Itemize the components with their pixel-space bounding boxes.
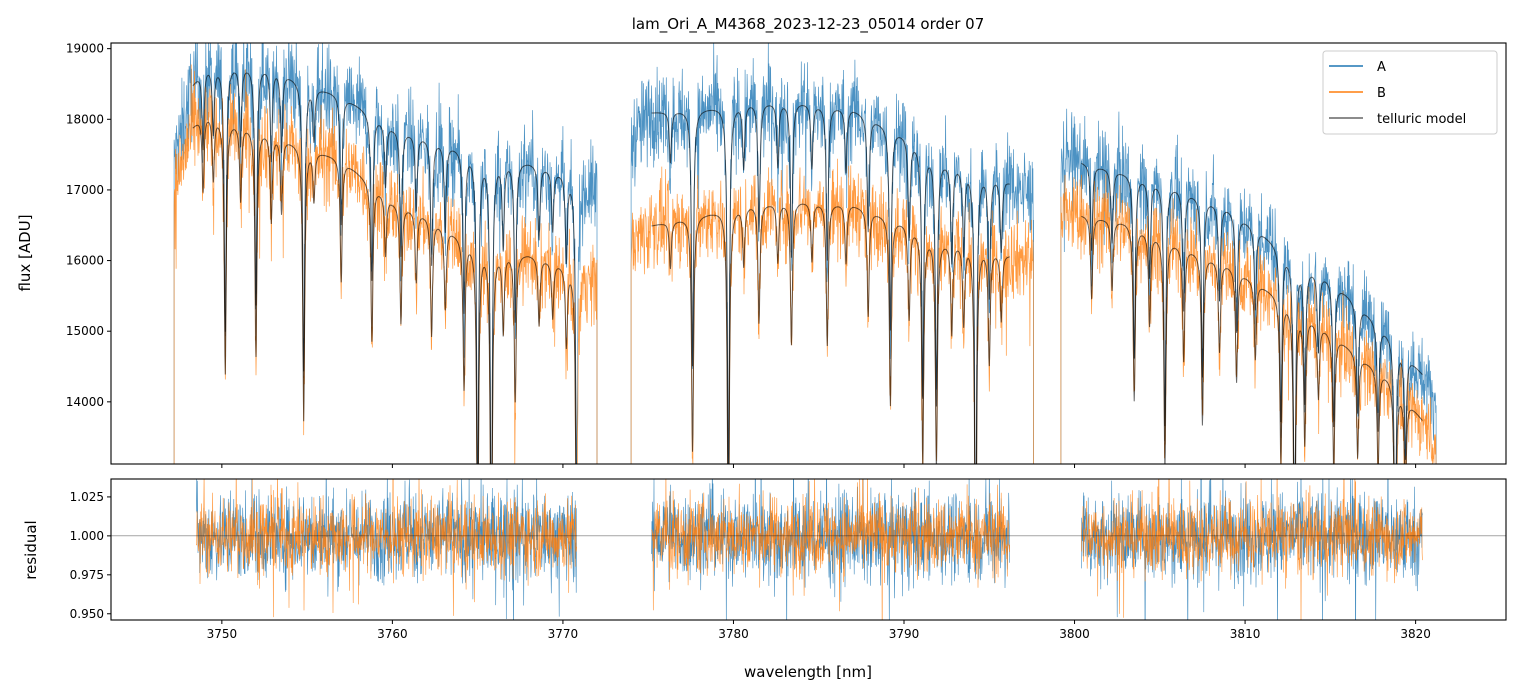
telluric-model-b-segment-1: [651, 203, 1010, 464]
flux-y-label: flux [ADU]: [16, 214, 34, 291]
flux-y-tick-label: 19000: [66, 42, 104, 56]
residual-axes-frame: [110, 478, 1507, 621]
spectrum-b-segment-2: [1060, 173, 1437, 464]
flux-axes-frame: [110, 42, 1507, 465]
residual-y-tick-label: 1.025: [70, 490, 104, 504]
telluric-model-b-segment-2: [1081, 215, 1423, 464]
residual-plot-area: [111, 479, 1506, 620]
chart-title: lam_Ori_A_M4368_2023-12-23_05014 order 0…: [632, 15, 985, 34]
x-tick-label: 3790: [889, 627, 920, 641]
residual-axis-ticks: 3750 3760 3770 3780 3790 3800 3810 3820 0.950 0.9…: [70, 490, 1431, 641]
legend: A B telluric model: [1322, 50, 1498, 135]
telluric-model-a-segment-2: [1081, 162, 1423, 464]
flux-y-tick-label: 17000: [66, 183, 104, 197]
residual-b-segment-0: [196, 479, 577, 618]
telluric-model-a-segment-0: [192, 72, 577, 464]
x-tick-label: 3820: [1400, 627, 1431, 641]
flux-plot-area: [173, 43, 1437, 464]
legend-label-model: telluric model: [1377, 112, 1466, 127]
telluric-model-b-segment-0: [192, 121, 577, 464]
telluric-model-a-segment-1: [651, 105, 1010, 464]
flux-axis-ticks: 14000 15000 16000 17000 18000 19000: [66, 42, 1417, 468]
x-tick-label: 3770: [548, 627, 579, 641]
flux-y-tick-label: 15000: [66, 324, 104, 338]
x-tick-label: 3810: [1230, 627, 1261, 641]
spectrum-a-segment-1: [630, 43, 1034, 464]
residual-y-tick-label: 0.950: [70, 607, 104, 621]
spectrum-b-segment-1: [630, 158, 1034, 464]
legend-label-a: A: [1377, 60, 1386, 75]
residual-b-segment-1: [651, 479, 1010, 620]
spectrum-a-segment-0: [173, 43, 598, 464]
flux-y-tick-label: 18000: [66, 112, 104, 126]
residual-y-label: residual: [22, 520, 40, 579]
x-tick-label: 3780: [718, 627, 749, 641]
x-tick-label: 3760: [377, 627, 408, 641]
residual-y-tick-label: 0.975: [70, 568, 104, 582]
x-tick-label: 3800: [1059, 627, 1090, 641]
residual-y-tick-label: 1.000: [70, 529, 104, 543]
flux-y-tick-label: 14000: [66, 395, 104, 409]
flux-y-tick-label: 16000: [66, 254, 104, 268]
legend-label-b: B: [1377, 86, 1386, 101]
legend-box: [1322, 50, 1498, 135]
x-axis-label: wavelength [nm]: [744, 663, 872, 681]
x-tick-label: 3750: [207, 627, 238, 641]
spectrum-a-segment-2: [1060, 108, 1437, 464]
residual-b-segment-2: [1081, 479, 1423, 620]
